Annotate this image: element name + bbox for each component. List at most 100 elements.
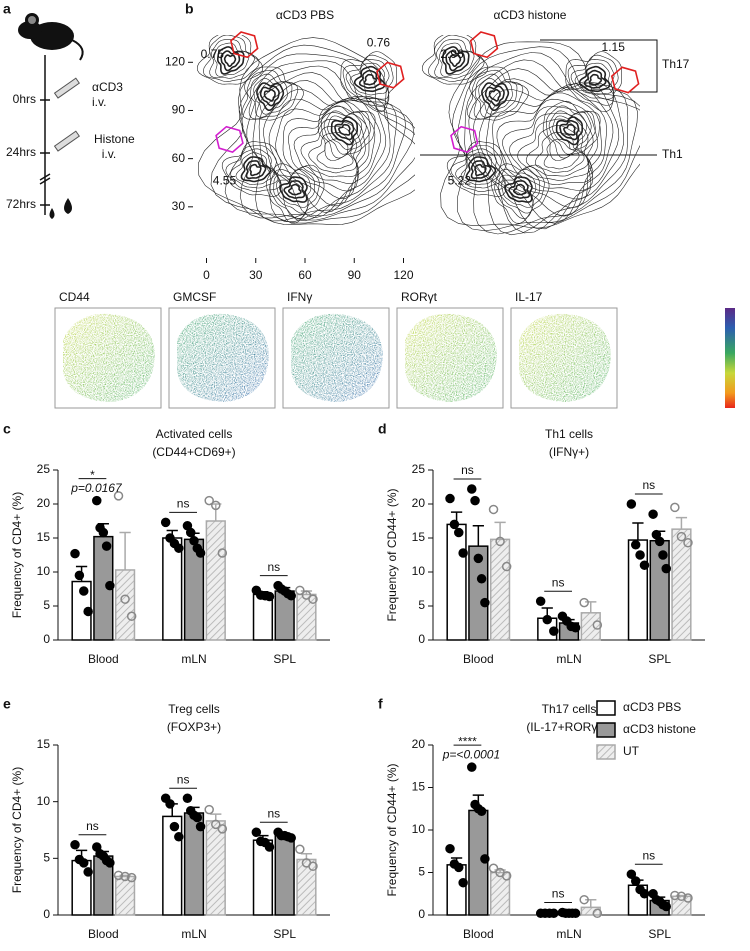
bar <box>296 593 317 641</box>
data-point <box>648 509 658 519</box>
legend-label: UT <box>623 744 640 758</box>
data-point <box>211 500 221 511</box>
data-point <box>579 597 589 608</box>
gate <box>469 31 499 59</box>
marker-label: IL-17 <box>515 290 543 304</box>
data-point <box>264 842 275 852</box>
data-point <box>120 594 130 604</box>
data-point <box>480 854 490 864</box>
tsne-map <box>519 313 611 402</box>
significance-label: ns <box>642 478 655 492</box>
contour <box>268 97 382 213</box>
contour <box>448 54 462 67</box>
y-tick-label: 0 <box>418 632 425 646</box>
data-point <box>83 606 93 617</box>
panel-label: b <box>185 1 194 17</box>
data-point <box>174 832 184 842</box>
data-point <box>165 799 175 809</box>
contour <box>217 46 245 75</box>
contour <box>427 35 485 82</box>
contour <box>349 62 388 96</box>
contour <box>323 110 367 155</box>
data-point <box>488 504 499 515</box>
data-point <box>658 550 668 560</box>
data-point <box>286 833 296 843</box>
bar <box>580 612 601 641</box>
tsne-map <box>177 313 269 402</box>
x-tick-label: 0 <box>203 268 210 282</box>
contour <box>249 163 262 177</box>
data-point <box>98 527 109 538</box>
gate-value: 1.15 <box>602 40 626 54</box>
contour <box>513 183 527 196</box>
data-point <box>661 563 671 574</box>
y-tick-label: 5 <box>43 598 50 612</box>
marker-label: IFNγ <box>287 290 312 304</box>
bar <box>489 538 511 641</box>
data-point <box>182 793 193 804</box>
contour <box>465 156 497 183</box>
contour <box>263 89 387 219</box>
contour <box>588 73 603 86</box>
y-tick-label: 20 <box>37 496 51 510</box>
bar <box>580 906 601 916</box>
x-tick-label: Blood <box>88 652 119 666</box>
data-point <box>579 894 589 905</box>
bar <box>205 820 226 916</box>
contour <box>334 119 355 141</box>
contour <box>245 160 267 180</box>
bar <box>114 569 136 641</box>
contour <box>492 92 603 209</box>
data-point <box>639 560 650 570</box>
legend-swatch <box>596 700 616 716</box>
contour <box>450 145 506 192</box>
data-point <box>308 594 318 604</box>
contour <box>534 131 585 173</box>
error-bar <box>632 522 644 541</box>
data-point <box>454 527 464 538</box>
treatment-label: i.v. <box>102 147 116 161</box>
error-bar <box>494 521 506 540</box>
data-point <box>251 827 262 838</box>
data-point <box>70 548 80 559</box>
panel-label: d <box>378 421 387 437</box>
gate <box>230 31 259 59</box>
bar <box>274 834 295 916</box>
data-point <box>126 611 137 621</box>
bar <box>162 537 183 641</box>
contour <box>235 152 276 185</box>
data-point <box>630 540 641 550</box>
y-tick-label: 10 <box>412 564 426 578</box>
chart-title: Th1 cells <box>545 427 593 441</box>
contour <box>345 58 390 100</box>
gate-value: 0.75 <box>201 47 225 61</box>
y-tick-label: 10 <box>37 564 51 578</box>
significance-label: ns <box>461 463 474 477</box>
y-tick-label: 15 <box>412 530 426 544</box>
contour <box>276 172 312 208</box>
contour <box>542 100 601 161</box>
data-point <box>286 591 296 601</box>
contour <box>574 62 613 96</box>
chart-subtitle: (IFNγ+) <box>549 445 589 459</box>
data-point <box>454 862 464 873</box>
data-point <box>79 858 89 868</box>
error-bar <box>472 525 484 547</box>
treatment-label: i.v. <box>92 95 106 109</box>
contour <box>488 88 501 102</box>
x-tick-label: mLN <box>556 927 581 941</box>
gate-label: Th1 <box>662 147 683 161</box>
gate-brackets <box>420 39 658 156</box>
y-tick-label: 15 <box>412 780 426 794</box>
contour <box>317 100 376 161</box>
contour <box>508 180 531 199</box>
data-point <box>626 869 637 879</box>
data-point <box>192 812 203 823</box>
contour <box>209 39 255 79</box>
gate-value: 4.55 <box>213 174 237 188</box>
gate-value: 5.22 <box>448 174 472 188</box>
contour <box>224 53 415 221</box>
bar <box>296 858 317 916</box>
contour <box>475 73 518 118</box>
contour <box>358 69 382 89</box>
